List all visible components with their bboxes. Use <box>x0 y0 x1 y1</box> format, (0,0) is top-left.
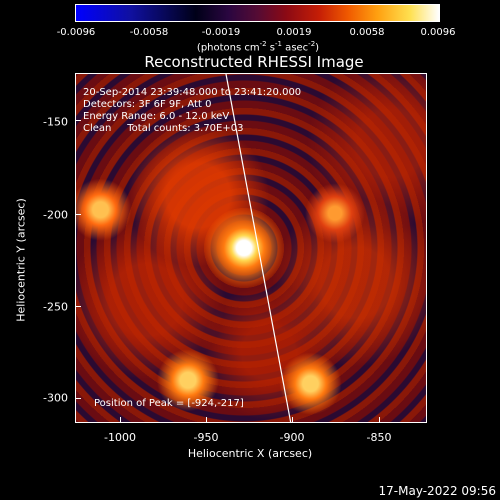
y-axis-label: Heliocentric Y (arcsec) <box>14 198 28 322</box>
colorbar-tick-label: 0.0019 <box>276 27 312 38</box>
colorbar-tick-label: -0.0019 <box>201 27 241 38</box>
peak-position-label: Position of Peak = [-924,-217] <box>94 398 244 409</box>
x-tick-label: -850 <box>366 431 392 444</box>
rhessi-image-plot: 20-Sep-2014 23:39:48.000 to 23:41:20.000… <box>75 73 427 423</box>
image-title: Reconstructed RHESSI Image <box>144 53 364 71</box>
y-tick-label: -300 <box>43 391 68 405</box>
y-tick-label: -250 <box>43 300 68 314</box>
solar-limb-line <box>225 74 292 422</box>
y-tick-label: -150 <box>43 115 68 129</box>
clean-counts-label: Clean Total counts: 3.70E+03 <box>83 123 244 134</box>
detectors-label: Detectors: 3F 6F 9F, Att 0 <box>83 99 212 110</box>
y-tick-label: -200 <box>43 208 68 222</box>
colorbar-units: (photons cm-2 s-1 asec-2) <box>196 40 320 54</box>
colorbar-tick-label: -0.0096 <box>56 27 96 38</box>
colorbar <box>75 4 440 22</box>
x-tick-label: -1000 <box>104 431 136 444</box>
plot-timestamp: 17-May-2022 09:56 <box>378 484 496 498</box>
x-tick-label: -950 <box>193 431 219 444</box>
time-range-label: 20-Sep-2014 23:39:48.000 to 23:41:20.000 <box>83 87 302 98</box>
x-axis-label: Heliocentric X (arcsec) <box>187 447 313 460</box>
colorbar-tick-label: 0.0096 <box>420 27 456 38</box>
colorbar-tick-label: -0.0058 <box>129 27 169 38</box>
colorbar-tick-label: 0.0058 <box>349 27 385 38</box>
energy-range-label: Energy Range: 6.0 - 12.0 keV <box>83 111 230 122</box>
x-tick-label: -900 <box>279 431 305 444</box>
